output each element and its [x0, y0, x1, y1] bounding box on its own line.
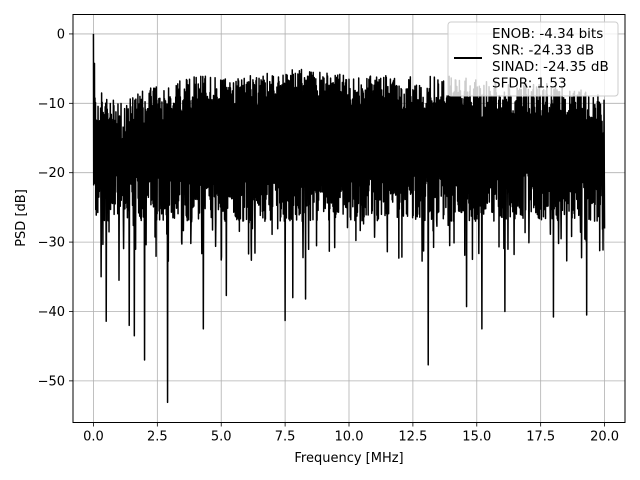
series-layer — [92, 33, 606, 404]
y-tick-label: −50 — [38, 374, 65, 389]
x-tick-label: 15.0 — [462, 430, 491, 445]
legend-line-text: ENOB: -4.34 bits — [492, 26, 603, 42]
x-tick-label: 7.5 — [275, 430, 296, 445]
x-tick-label: 5.0 — [211, 430, 232, 445]
legend-label: ENOB: -4.34 bits SNR: -24.33 dB SINAD: -24… — [492, 26, 609, 92]
y-tick-label: −40 — [38, 305, 65, 320]
x-tick-label: 12.5 — [398, 430, 427, 445]
x-tick-label: 10.0 — [335, 430, 364, 445]
y-axis-title: PSD [dB] — [14, 189, 29, 247]
y-tick-label: 0 — [57, 27, 65, 42]
y-tick-label: −30 — [38, 236, 65, 251]
legend-line-text: SFDR: 1.53 — [492, 76, 567, 92]
x-tick-label: 2.5 — [147, 430, 168, 445]
legend-line-text: SINAD: -24.35 dB — [492, 59, 609, 75]
y-tick-label: −10 — [38, 97, 65, 112]
legend-box — [447, 21, 619, 97]
x-axis-title: Frequency [MHz] — [294, 451, 403, 466]
x-tick-label: 20.0 — [590, 430, 619, 445]
x-tick-label: 0.0 — [83, 430, 104, 445]
y-tick-label: −20 — [38, 166, 65, 181]
psd-trace — [92, 33, 606, 404]
x-tick-label: 17.5 — [526, 430, 555, 445]
legend-line-text: SNR: -24.33 dB — [492, 43, 594, 59]
ticks: 0.0 2.5 5.0 7.5 10.0 12.5 15.0 17.5 20.0 0 −10 −20 −… — [38, 27, 619, 444]
legend: ENOB: -4.34 bits SNR: -24.33 dB SINAD: -24… — [447, 21, 619, 97]
